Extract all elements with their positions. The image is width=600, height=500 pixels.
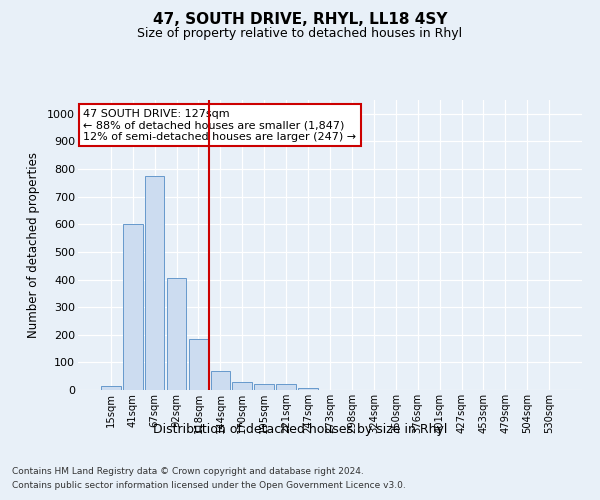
Bar [101,386,121,390]
Bar [276,384,296,390]
Bar [123,224,143,390]
Text: Contains HM Land Registry data © Crown copyright and database right 2024.: Contains HM Land Registry data © Crown c… [12,468,364,476]
Bar [211,370,230,390]
Bar [232,382,252,390]
Text: Contains public sector information licensed under the Open Government Licence v3: Contains public sector information licen… [12,481,406,490]
Bar [145,176,164,390]
Y-axis label: Number of detached properties: Number of detached properties [27,152,40,338]
Text: Size of property relative to detached houses in Rhyl: Size of property relative to detached ho… [137,28,463,40]
Bar [167,278,187,390]
Bar [188,339,208,390]
Bar [298,388,318,390]
Text: 47 SOUTH DRIVE: 127sqm
← 88% of detached houses are smaller (1,847)
12% of semi-: 47 SOUTH DRIVE: 127sqm ← 88% of detached… [83,108,356,142]
Bar [254,384,274,390]
Text: Distribution of detached houses by size in Rhyl: Distribution of detached houses by size … [153,422,447,436]
Text: 47, SOUTH DRIVE, RHYL, LL18 4SY: 47, SOUTH DRIVE, RHYL, LL18 4SY [153,12,447,28]
